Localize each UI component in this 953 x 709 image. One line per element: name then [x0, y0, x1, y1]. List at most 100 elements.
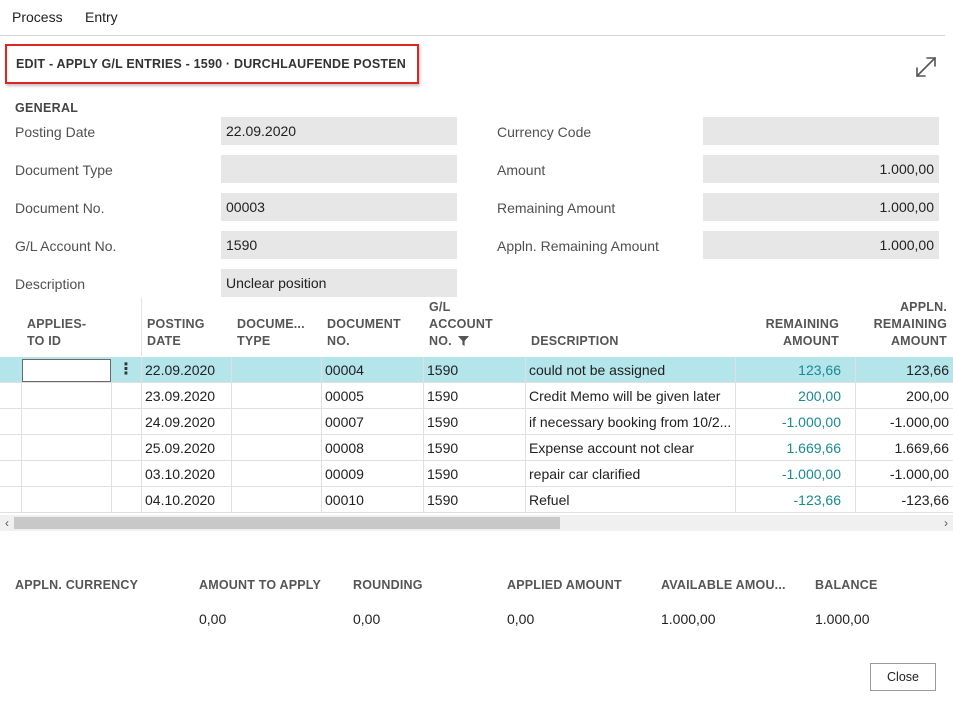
cell-remaining-amount[interactable]: -1.000,00 [735, 461, 845, 486]
cell-gl-account[interactable]: 1590 [423, 357, 525, 382]
col-remaining-amount-line2: AMOUNT [782, 334, 839, 348]
page-title-box: EDIT - APPLY G/L ENTRIES - 1590 · DURCHL… [5, 44, 419, 84]
cell-description[interactable]: Refuel [525, 487, 735, 512]
table-row[interactable]: 23.09.2020 00005 1590 Credit Memo will b… [0, 383, 953, 409]
chevron-right-icon[interactable]: › [944, 516, 948, 530]
col-posting-date[interactable]: POSTING DATE [147, 316, 205, 350]
col-gl-account-no[interactable]: G/L ACCOUNT NO. [429, 299, 493, 350]
cell-document-no[interactable]: 00004 [321, 357, 423, 382]
cell-row-actions[interactable] [111, 435, 141, 460]
cell-remaining-amount[interactable]: -123,66 [735, 487, 845, 512]
cell-applies-to-id[interactable] [21, 435, 111, 460]
horizontal-scrollbar[interactable]: ‹ › [0, 515, 953, 531]
remaining-amount-field[interactable]: 1.000,00 [703, 193, 939, 221]
cell-description[interactable]: if necessary booking from 10/2... [525, 409, 735, 434]
more-vertical-icon[interactable]: ⋮ [118, 361, 134, 378]
table-row[interactable]: ⋮ 22.09.2020 00004 1590 could not be ass… [0, 357, 953, 383]
cell-posting-date[interactable]: 24.09.2020 [141, 409, 231, 434]
document-type-label: Document Type [15, 162, 113, 178]
col-remaining-amount[interactable]: REMAINING AMOUNT [739, 316, 839, 350]
cell-appln-remaining-amount[interactable]: -1.000,00 [855, 461, 953, 486]
cell-remaining-amount[interactable]: 123,66 [735, 357, 845, 382]
cell-posting-date[interactable]: 23.09.2020 [141, 383, 231, 408]
filter-icon[interactable] [457, 336, 469, 346]
cell-posting-date[interactable]: 22.09.2020 [141, 357, 231, 382]
col-document-type-line2: TYPE [237, 334, 271, 348]
cell-document-type[interactable] [231, 409, 321, 434]
header-separator [141, 298, 142, 356]
cell-row-actions[interactable] [111, 461, 141, 486]
cell-applies-to-id[interactable] [21, 461, 111, 486]
appln-currency-label: APPLN. CURRENCY [15, 578, 139, 592]
appln-remaining-amount-field[interactable]: 1.000,00 [703, 231, 939, 259]
cell-appln-remaining-amount[interactable]: 123,66 [855, 357, 953, 382]
col-description[interactable]: DESCRIPTION [531, 334, 619, 348]
currency-code-field[interactable] [703, 117, 939, 145]
cell-gl-account[interactable]: 1590 [423, 435, 525, 460]
table-row[interactable]: 24.09.2020 00007 1590 if necessary booki… [0, 409, 953, 435]
cell-applies-to-id[interactable] [21, 383, 111, 408]
cell-document-no[interactable]: 00007 [321, 409, 423, 434]
cell-appln-remaining-amount[interactable]: -1.000,00 [855, 409, 953, 434]
document-no-field[interactable]: 00003 [221, 193, 457, 221]
cell-row-actions[interactable] [111, 487, 141, 512]
cell-applies-to-id[interactable] [21, 487, 111, 512]
cell-remaining-amount[interactable]: 1.669,66 [735, 435, 845, 460]
cell-document-no[interactable]: 00009 [321, 461, 423, 486]
action-menubar: Process Entry [0, 0, 945, 36]
currency-code-label: Currency Code [497, 124, 592, 140]
close-button[interactable]: Close [870, 663, 936, 691]
expand-icon[interactable] [913, 54, 939, 80]
col-applies-to-id-line1: APPLIES- [27, 317, 87, 331]
cell-applies-to-id[interactable] [21, 409, 111, 434]
col-appln-remaining-amount[interactable]: APPLN. REMAINING AMOUNT [847, 299, 947, 350]
cell-description[interactable]: Credit Memo will be given later [525, 383, 735, 408]
cell-row-actions[interactable] [111, 383, 141, 408]
document-type-field[interactable] [221, 155, 457, 183]
balance-value: 1.000,00 [815, 611, 870, 627]
cell-document-type[interactable] [231, 383, 321, 408]
amount-field[interactable]: 1.000,00 [703, 155, 939, 183]
cell-remaining-amount[interactable]: 200,00 [735, 383, 845, 408]
cell-document-no[interactable]: 00008 [321, 435, 423, 460]
cell-description[interactable]: Expense account not clear [525, 435, 735, 460]
col-remaining-amount-line1: REMAINING [765, 317, 839, 331]
col-applies-to-id[interactable]: APPLIES- TO ID [27, 316, 86, 350]
col-document-no[interactable]: DOCUMENT NO. [327, 316, 401, 350]
cell-appln-remaining-amount[interactable]: 1.669,66 [855, 435, 953, 460]
cell-description[interactable]: repair car clarified [525, 461, 735, 486]
cell-document-no[interactable]: 00005 [321, 383, 423, 408]
gl-account-no-label: G/L Account No. [15, 238, 117, 254]
menu-entry[interactable]: Entry [85, 9, 118, 25]
chevron-left-icon[interactable]: ‹ [5, 516, 9, 530]
cell-posting-date[interactable]: 03.10.2020 [141, 461, 231, 486]
col-appln-remaining-line1: APPLN. [899, 300, 947, 314]
cell-gl-account[interactable]: 1590 [423, 383, 525, 408]
posting-date-field[interactable]: 22.09.2020 [221, 117, 457, 145]
table-row[interactable]: 25.09.2020 00008 1590 Expense account no… [0, 435, 953, 461]
cell-document-type[interactable] [231, 487, 321, 512]
cell-posting-date[interactable]: 25.09.2020 [141, 435, 231, 460]
col-document-type[interactable]: DOCUME... TYPE [237, 316, 305, 350]
cell-document-no[interactable]: 00010 [321, 487, 423, 512]
cell-gl-account[interactable]: 1590 [423, 487, 525, 512]
applies-to-id-input[interactable] [22, 359, 111, 382]
cell-row-actions[interactable] [111, 409, 141, 434]
cell-gl-account[interactable]: 1590 [423, 461, 525, 486]
cell-document-type[interactable] [231, 461, 321, 486]
cell-document-type[interactable] [231, 357, 321, 382]
cell-posting-date[interactable]: 04.10.2020 [141, 487, 231, 512]
menu-process[interactable]: Process [12, 9, 63, 25]
cell-appln-remaining-amount[interactable]: -123,66 [855, 487, 953, 512]
cell-gl-account[interactable]: 1590 [423, 409, 525, 434]
description-field[interactable]: Unclear position [221, 269, 457, 297]
cell-remaining-amount[interactable]: -1.000,00 [735, 409, 845, 434]
cell-appln-remaining-amount[interactable]: 200,00 [855, 383, 953, 408]
scrollbar-thumb[interactable] [14, 517, 560, 529]
cell-document-type[interactable] [231, 435, 321, 460]
cell-description[interactable]: could not be assigned [525, 357, 735, 382]
table-row[interactable]: 03.10.2020 00009 1590 repair car clarifi… [0, 461, 953, 487]
gl-account-no-field[interactable]: 1590 [221, 231, 457, 259]
table-row[interactable]: 04.10.2020 00010 1590 Refuel -123,66 -12… [0, 487, 953, 513]
col-document-type-line1: DOCUME... [237, 317, 305, 331]
